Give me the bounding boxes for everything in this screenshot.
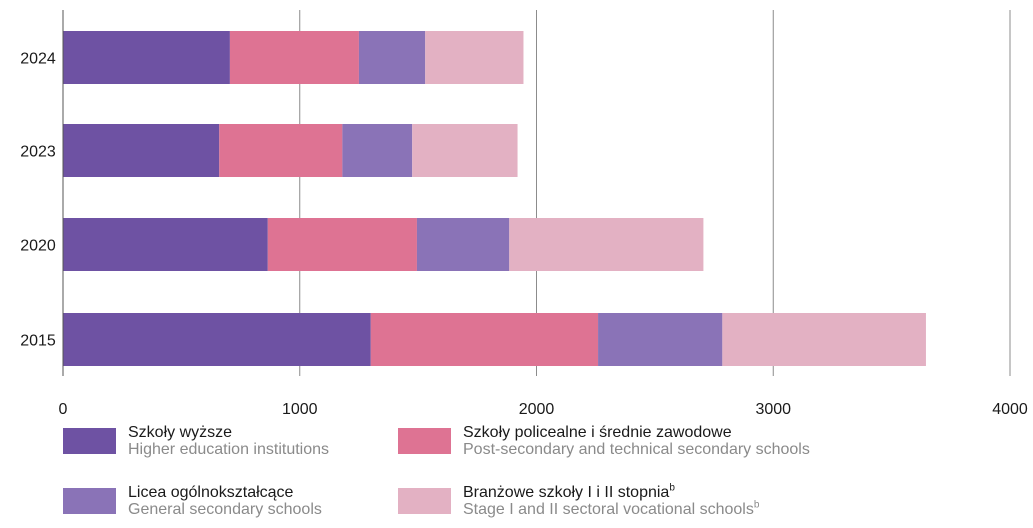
- category-label-2023: 2023: [20, 144, 56, 161]
- category-label-2015: 2015: [20, 333, 56, 350]
- legend-item-sectoral-vocational: Branżowe szkoły I i II stopniab Stage I …: [398, 482, 760, 518]
- legend-item-general-secondary: Licea ogólnokształcące General secondary…: [63, 484, 322, 518]
- bar-segment-2015-series-1: [370, 313, 599, 366]
- footnote-marker: b: [753, 499, 760, 511]
- x-tick-label-1000: 1000: [282, 401, 318, 418]
- category-label-2024: 2024: [20, 51, 56, 68]
- legend-label-pl: Szkoły policealne i średnie zawodowe: [463, 424, 732, 441]
- legend-swatch-sectoral-vocational: [398, 488, 451, 514]
- bar-segment-2023-series-1: [219, 124, 343, 177]
- legend-item-higher-education: Szkoły wyższe Higher education instituti…: [63, 424, 329, 458]
- legend-swatch-higher-education: [63, 428, 116, 454]
- legend-swatch-post-secondary: [398, 428, 451, 454]
- bar-segment-2020-series-3: [509, 218, 704, 271]
- bar-segment-2024-series-0: [63, 31, 230, 84]
- legend-label-pl: Licea ogólnokształcące: [128, 484, 294, 501]
- bar-segment-2020-series-1: [267, 218, 417, 271]
- x-tick-label-4000: 4000: [992, 401, 1028, 418]
- footnote-marker: b: [669, 482, 675, 494]
- bar-segment-2023-series-3: [412, 124, 518, 177]
- bar-segment-2020-series-0: [63, 218, 268, 271]
- legend-swatch-general-secondary: [63, 488, 116, 514]
- legend-label-pl: Branżowe szkoły I i II stopniab: [463, 482, 675, 501]
- bar-segment-2024-series-2: [358, 31, 426, 84]
- bar-segment-2020-series-2: [416, 218, 510, 271]
- bar-segment-2015-series-0: [63, 313, 371, 366]
- bar-segment-2015-series-3: [722, 313, 926, 366]
- bar-segment-2024-series-1: [229, 31, 359, 84]
- bar-segment-2023-series-0: [63, 124, 220, 177]
- x-tick-label-2000: 2000: [519, 401, 555, 418]
- stacked-bar-chart: 2024 2023 2020 2015 0 1000 2000 3000 4000: [20, 10, 1028, 418]
- legend-label-en: Higher education institutions: [128, 441, 330, 458]
- bar-segment-2015-series-2: [598, 313, 723, 366]
- bar-segment-2023-series-2: [342, 124, 413, 177]
- bar-segment-2024-series-3: [425, 31, 524, 84]
- legend-label-en: Stage I and II sectoral vocational schoo…: [463, 499, 760, 518]
- legend-label-en: Post-secondary and technical secondary s…: [463, 441, 810, 458]
- category-label-2020: 2020: [20, 238, 56, 255]
- legend-label-en: General secondary schools: [128, 501, 322, 518]
- x-tick-label-3000: 3000: [755, 401, 791, 418]
- legend-item-post-secondary: Szkoły policealne i średnie zawodowe Pos…: [398, 424, 810, 458]
- x-tick-label-0: 0: [59, 401, 68, 418]
- legend-label-pl: Szkoły wyższe: [128, 424, 233, 441]
